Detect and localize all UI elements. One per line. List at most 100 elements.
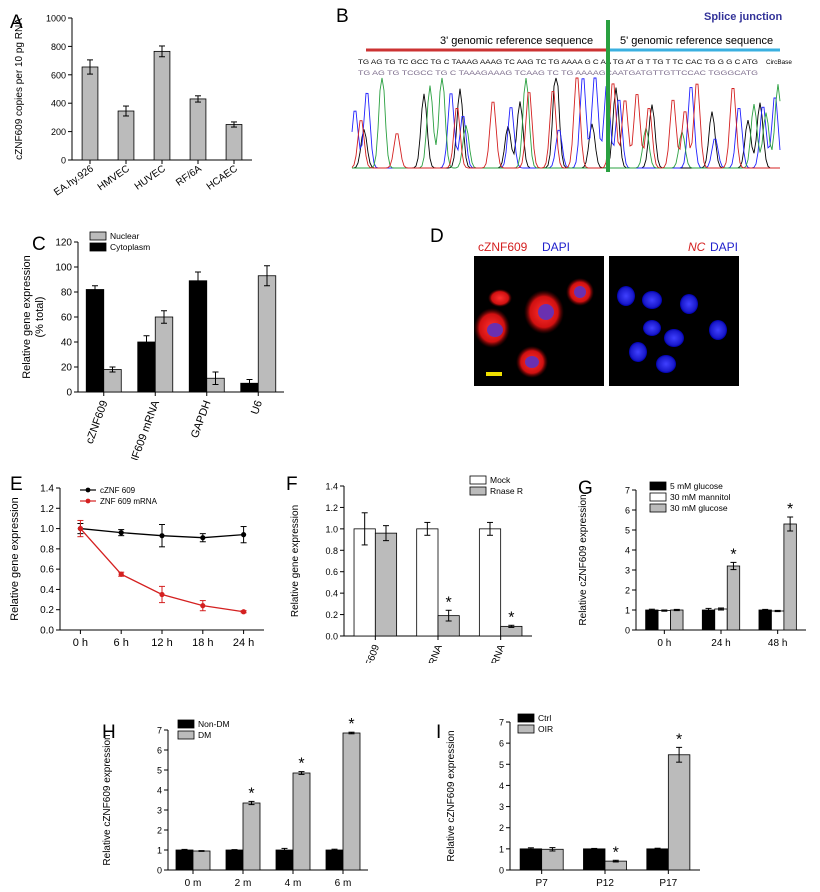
bar [225, 124, 243, 161]
y-tick-label: 7 [625, 486, 630, 496]
bar [153, 50, 171, 161]
y-tick-label: 1.0 [325, 524, 338, 534]
legend-swatch [517, 724, 535, 734]
bar [726, 565, 741, 631]
y-tick-label: 5 [625, 526, 630, 536]
y-tick-label: 0 [61, 156, 66, 166]
bar [541, 848, 564, 871]
x-category-label: ZNF609 mRNA [474, 643, 508, 663]
x-category-label: cZNF609 [358, 643, 383, 663]
y-tick-label: 4 [157, 786, 162, 796]
y-tick-label: 7 [499, 718, 504, 728]
right-reference-label: 5' genomic reference sequence [620, 35, 773, 47]
y-tick-label: 60 [61, 313, 73, 324]
y-tick-label: 4 [625, 546, 630, 556]
y-tick-label: 0.8 [325, 546, 338, 556]
x-category-label: P12 [596, 878, 614, 889]
bar [667, 754, 691, 871]
x-category-label: 0 m [185, 878, 202, 889]
bar [670, 609, 684, 631]
bar [192, 850, 211, 871]
bar [117, 110, 135, 161]
significance-star: * [446, 594, 452, 611]
panel-letter: A [10, 12, 23, 33]
czn609-stain-label: cZNF609 [478, 240, 528, 254]
panel-e-chart: E 0.0 0.2 0.4 0.6 0.8 1.0 1.2 1.4 Relative gene e… [9, 474, 264, 649]
significance-star: * [298, 756, 304, 773]
bar [758, 609, 772, 631]
y-axis-label: Relative gene expression [21, 255, 33, 379]
trace-line [351, 77, 780, 169]
significance-star: * [730, 546, 736, 563]
legend-swatch [89, 231, 107, 241]
panel-a-chart: A 0 200 400 600 800 1000 cZNF609 copies per 10 … [10, 12, 252, 199]
y-tick-label: 1000 [46, 14, 66, 24]
bar [342, 732, 361, 871]
legend-marker [85, 498, 91, 504]
bar [275, 849, 294, 871]
legend-label: Cytoplasm [110, 242, 150, 252]
y-tick-label: 0.6 [40, 565, 54, 576]
legend-swatch [649, 503, 667, 513]
significance-star: * [676, 731, 682, 748]
legend-label: Ctrl [538, 713, 551, 723]
bar [81, 66, 99, 161]
y-tick-label: 0.0 [40, 626, 54, 637]
data-point [200, 603, 206, 609]
x-category-label: HUVEC [133, 163, 168, 192]
x-category-label: 12 h [151, 637, 172, 649]
panel-h-chart: H 0 1 2 3 4 5 6 7 Relative cZNF609 expression 0 m 2… [102, 716, 368, 889]
y-tick-label: 1.4 [325, 482, 338, 492]
y-tick-label: 1 [499, 844, 504, 854]
trace-line [351, 77, 780, 169]
circbase-label: CircBase [766, 59, 792, 66]
bar [175, 849, 194, 871]
bar [85, 289, 105, 393]
y-tick-label: 40 [61, 338, 73, 349]
panel-b-letter: B [336, 6, 349, 27]
legend-label: Nuclear [110, 231, 139, 241]
y-tick-label: 0 [499, 866, 504, 876]
nc-stain-label: NC [688, 240, 706, 254]
dapi-stain-label-left: DAPI [542, 240, 570, 254]
x-category-label: HCAEC [205, 163, 240, 192]
y-tick-label: 600 [51, 70, 66, 80]
bar [325, 849, 344, 871]
bar [416, 528, 439, 637]
y-tick-label: 6 [625, 506, 630, 516]
x-category-label: ZNF609 mRNA [125, 398, 162, 460]
x-category-label: 24 h [233, 637, 254, 649]
legend-marker [85, 487, 91, 493]
bar [783, 523, 797, 631]
y-tick-label: 0.8 [40, 544, 54, 555]
x-category-label: U6 [249, 399, 265, 416]
legend-swatch [649, 492, 667, 502]
y-tick-label: 2 [499, 823, 504, 833]
data-point [241, 609, 247, 615]
y-tick-label: 3 [625, 566, 630, 576]
x-category-label: 48 h [768, 638, 787, 649]
legend-label: cZNF 609 [100, 486, 136, 495]
x-category-label: 2 m [235, 878, 252, 889]
y-tick-label: 2 [157, 826, 162, 836]
y-tick-label: 0 [157, 866, 162, 876]
significance-star: * [348, 716, 354, 733]
bar [646, 848, 669, 871]
x-category-label: 18 h [192, 637, 213, 649]
dapi-stain-label-right: DAPI [710, 240, 738, 254]
y-axis-label: Relative gene expression [9, 497, 21, 621]
legend-swatch [469, 475, 487, 485]
panel-letter: H [102, 722, 116, 743]
y-tick-label: 200 [51, 127, 66, 137]
y-tick-label: 0.0 [325, 632, 338, 642]
data-point [241, 532, 247, 538]
bar [374, 532, 398, 637]
y-axis-label: Relative cZNF609 expression [102, 734, 113, 865]
significance-star: * [508, 609, 514, 626]
y-tick-label: 5 [157, 766, 162, 776]
x-category-label: VEGFA mRNA [412, 643, 445, 663]
y-tick-label: 800 [51, 42, 66, 52]
legend-label: OIR [538, 724, 553, 734]
legend-swatch [469, 486, 487, 496]
x-category-label: cZNF609 [84, 399, 111, 446]
